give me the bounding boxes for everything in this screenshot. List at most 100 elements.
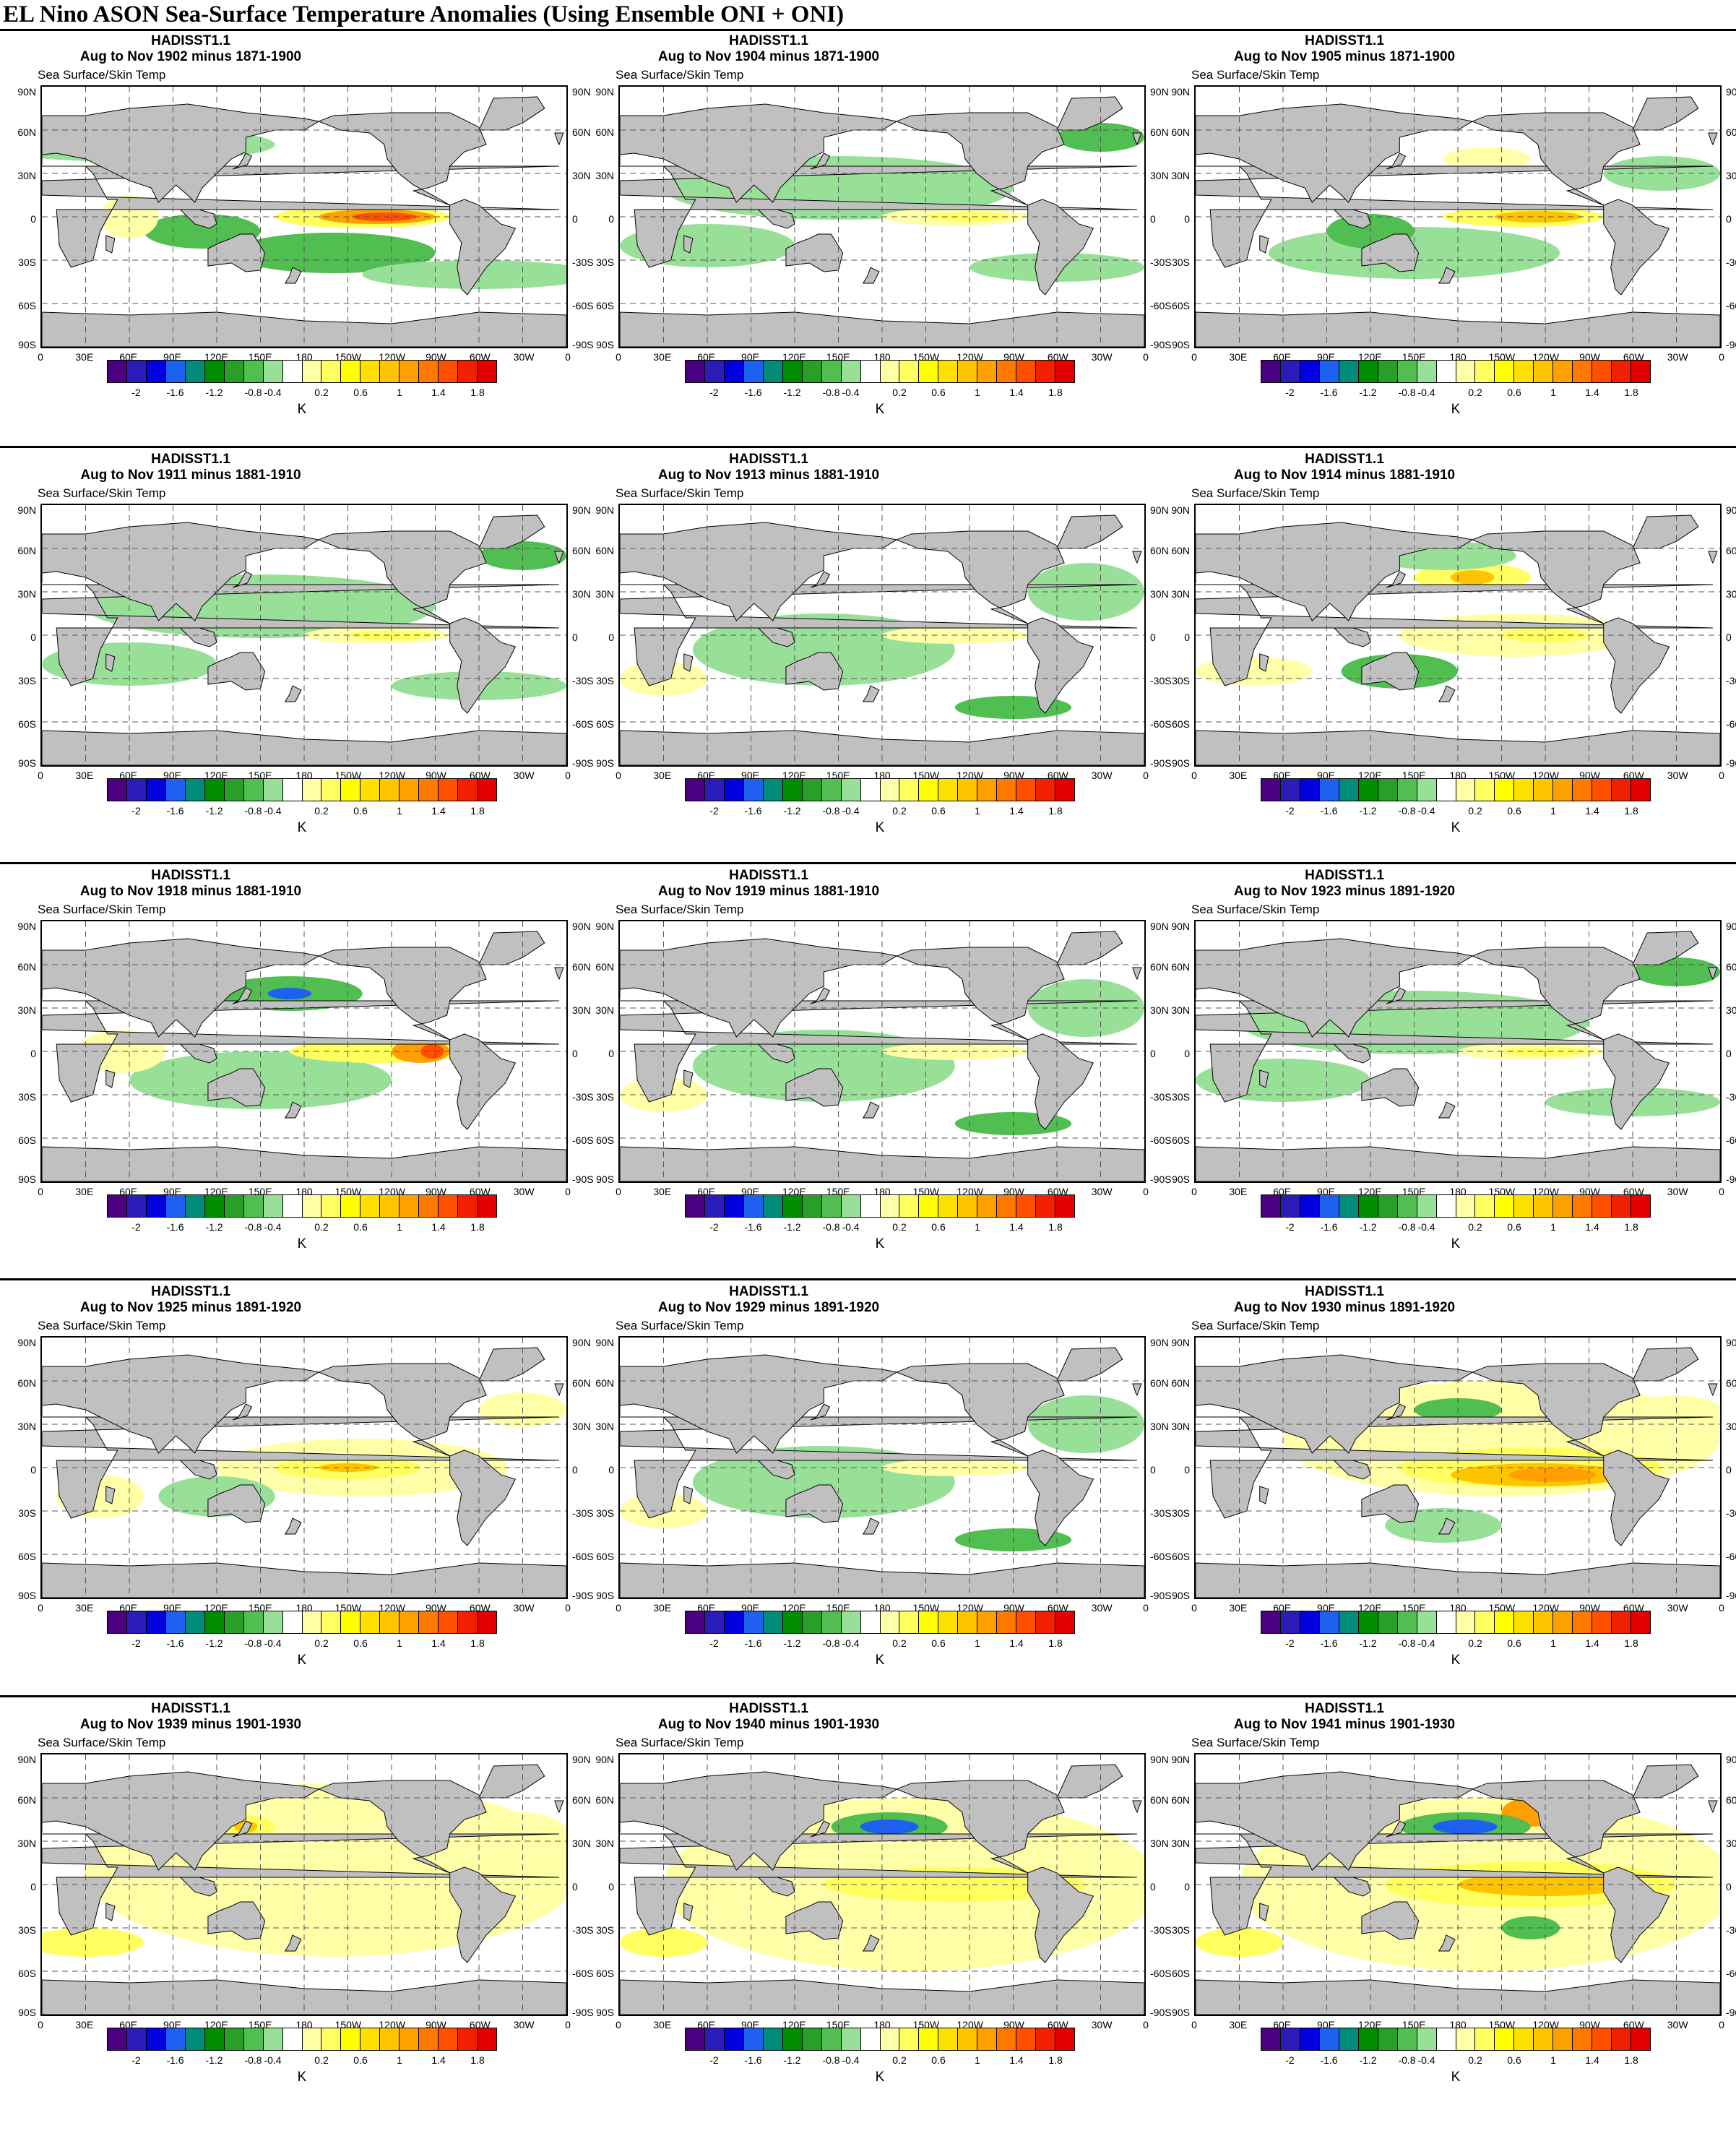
lat-tick-label-right: 90N [572, 921, 591, 932]
colorbar-swatch [360, 779, 381, 801]
anomaly-region [267, 988, 312, 999]
land-new-zealand [862, 685, 880, 702]
lon-tick-label: 120E [782, 1186, 806, 1197]
colorbar-swatch [686, 361, 705, 382]
colorbar-tick-label: 1.8 [1624, 1221, 1638, 1233]
lat-tick-label-right: -30S [1726, 257, 1736, 268]
lon-tick-label: 60E [697, 1186, 716, 1197]
lon-tick-label: 150W [1488, 770, 1516, 781]
variable-label: Sea Surface/Skin Temp [1191, 1736, 1320, 1749]
period-title: Aug to Nov 1940 minus 1901-1930 [657, 1717, 880, 1732]
colorbar-swatch [1436, 1611, 1456, 1633]
colorbar-swatch [1573, 779, 1593, 801]
land-japan [1386, 152, 1407, 170]
anomaly-region [1196, 1928, 1283, 1957]
colorbar-swatch [686, 779, 705, 801]
colorbar-tick-label: -2 [709, 1637, 719, 1649]
period-title: Aug to Nov 1911 minus 1881-1910 [80, 468, 301, 483]
colorbar-swatch [458, 1195, 478, 1217]
lon-tick-label: 150E [1402, 1602, 1426, 1614]
land-south-america [1603, 199, 1670, 296]
colorbar-swatch [841, 1611, 861, 1633]
lon-tick-label: 90E [741, 770, 759, 781]
colorbar-tick-label: -0.8 [244, 1637, 262, 1649]
colorbar-swatch [108, 2028, 127, 2050]
colorbar-swatch [165, 2028, 186, 2050]
lon-tick-label: 60E [1273, 351, 1292, 363]
colorbar-swatch [743, 779, 764, 801]
colorbar-swatch [704, 1611, 725, 1633]
colorbar-tick-label: -2 [131, 1637, 141, 1649]
graticule [42, 1754, 566, 2015]
colorbar-tick-label: 0.6 [1507, 1221, 1521, 1233]
lon-tick-label: 150W [912, 2019, 940, 2031]
lat-tick-label-right: -30S [572, 1924, 594, 1936]
lat-tick-label-right: -60S [1726, 718, 1736, 730]
sst-anomaly-map-panel: HADISST1.1 Aug to Nov 1923 minus 1891-192… [1154, 865, 1736, 1277]
world-map [42, 1754, 566, 2015]
period-title: Aug to Nov 1913 minus 1881-1910 [657, 468, 880, 483]
lon-tick-label: 120E [204, 770, 228, 781]
colorbar-swatch [977, 779, 998, 801]
lat-tick-label-left: 30S [1172, 1507, 1190, 1519]
lon-tick-label: 90W [426, 1186, 446, 1197]
land-new-zealand [284, 1517, 302, 1535]
lon-tick-label: 120E [204, 1602, 228, 1614]
colorbar-swatch [802, 1195, 822, 1217]
lon-tick-label: 60E [1273, 1186, 1292, 1197]
sst-anomaly-map-panel: HADISST1.1 Aug to Nov 1904 minus 1871-190… [578, 30, 1171, 442]
lon-tick-label: 90W [1579, 770, 1600, 781]
colorbar-swatch [919, 361, 939, 382]
lat-tick-label-left: 60S [596, 1551, 614, 1562]
colorbar-tick-label: 1.8 [1624, 387, 1638, 398]
land-uk [1708, 1383, 1718, 1397]
colorbar [107, 1611, 497, 1634]
lat-tick-label-left: 90N [595, 921, 614, 932]
colorbar-swatch [1495, 2028, 1515, 2050]
colorbar-swatch [458, 2028, 478, 2050]
colorbar-swatch [802, 1611, 822, 1633]
colorbar-swatch [1339, 361, 1359, 382]
lon-tick-label: 0 [38, 1602, 43, 1614]
colorbar-swatch [1378, 779, 1398, 801]
colorbar-swatch [1514, 1611, 1534, 1633]
colorbar-swatch [841, 779, 861, 801]
lon-tick-label: 150W [912, 1186, 940, 1197]
colorbar-tick-label: 1.4 [1009, 1637, 1024, 1649]
lon-tick-label: 30W [1667, 1602, 1688, 1614]
lat-tick-label-left: 30S [596, 1091, 614, 1103]
lon-tick-label: 30W [1091, 351, 1113, 363]
colorbar-tick-label: -1.6 [744, 1637, 762, 1649]
lon-tick-label: 60W [1623, 2019, 1644, 2031]
colorbar-swatch [1358, 361, 1378, 382]
lat-tick-label-left: 30N [17, 170, 36, 181]
land-new-zealand [284, 267, 302, 284]
colorbar-tick-label: 1.8 [470, 1221, 485, 1233]
colorbar-swatch [1553, 361, 1573, 382]
colorbar-swatch [1397, 779, 1417, 801]
colorbar-swatch [763, 361, 783, 382]
colorbar-tick-label: 1.4 [1585, 805, 1599, 817]
colorbar-tick-label: -2 [709, 2054, 719, 2066]
colorbar-swatch [1456, 779, 1476, 801]
lat-tick-label-right: 0 [572, 213, 578, 225]
map-frame [1194, 1336, 1722, 1599]
lon-tick-label: 30W [513, 1186, 535, 1197]
colorbar-swatch [1495, 1611, 1515, 1633]
colorbar-tick-label: -0.8 [1398, 1637, 1416, 1649]
lon-tick-label: 0 [1719, 2019, 1724, 2031]
land-south-america [1027, 617, 1094, 714]
land-africa [1196, 1833, 1713, 1936]
lon-tick-label: 0 [616, 1186, 621, 1197]
lat-tick-label-left: 30S [18, 1924, 36, 1936]
colorbar-swatch [880, 361, 900, 382]
colorbar-tick-label: -1.2 [783, 805, 801, 817]
lon-tick-label: 60E [697, 2019, 716, 2031]
colorbar-tick-label: -0.8 [244, 1221, 262, 1233]
land-africa [42, 165, 559, 268]
lon-tick-label: 0 [38, 770, 43, 781]
lon-tick-label: 150W [912, 770, 940, 781]
lon-tick-label: 0 [616, 770, 621, 781]
map-frame [40, 1336, 568, 1599]
lat-tick-label-left: 90N [595, 504, 614, 516]
